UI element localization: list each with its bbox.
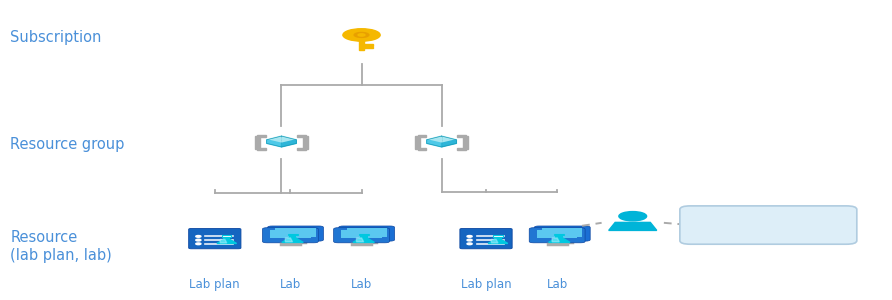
Polygon shape bbox=[267, 136, 296, 143]
Circle shape bbox=[196, 239, 201, 241]
FancyBboxPatch shape bbox=[493, 236, 502, 237]
Text: Lab plan: Lab plan bbox=[460, 278, 511, 291]
Polygon shape bbox=[353, 238, 375, 242]
FancyBboxPatch shape bbox=[680, 206, 857, 244]
FancyBboxPatch shape bbox=[270, 230, 310, 238]
Polygon shape bbox=[217, 239, 236, 244]
FancyArrow shape bbox=[415, 136, 420, 149]
FancyArrow shape bbox=[417, 148, 425, 150]
Polygon shape bbox=[282, 140, 296, 147]
FancyArrow shape bbox=[458, 148, 466, 150]
FancyBboxPatch shape bbox=[223, 236, 230, 239]
Text: Resource
(lab plan, lab): Resource (lab plan, lab) bbox=[11, 230, 112, 263]
FancyBboxPatch shape bbox=[494, 236, 501, 239]
Text: Lab: Lab bbox=[280, 278, 301, 291]
Polygon shape bbox=[220, 239, 227, 243]
FancyBboxPatch shape bbox=[529, 228, 585, 243]
Polygon shape bbox=[488, 239, 508, 244]
FancyBboxPatch shape bbox=[287, 234, 298, 235]
FancyBboxPatch shape bbox=[346, 228, 387, 236]
FancyBboxPatch shape bbox=[189, 228, 241, 249]
Circle shape bbox=[196, 236, 201, 237]
Polygon shape bbox=[426, 140, 442, 147]
Circle shape bbox=[358, 34, 365, 36]
Circle shape bbox=[467, 239, 472, 241]
FancyBboxPatch shape bbox=[342, 230, 382, 238]
Circle shape bbox=[196, 243, 201, 245]
Text: Lab plan: Lab plan bbox=[189, 278, 240, 291]
FancyBboxPatch shape bbox=[537, 230, 577, 238]
FancyBboxPatch shape bbox=[542, 228, 582, 236]
Polygon shape bbox=[343, 30, 380, 41]
FancyBboxPatch shape bbox=[276, 228, 316, 236]
FancyBboxPatch shape bbox=[359, 234, 368, 235]
FancyArrow shape bbox=[365, 44, 373, 46]
Circle shape bbox=[619, 212, 647, 221]
Text: Lab Contributor: Lab Contributor bbox=[720, 218, 817, 232]
Polygon shape bbox=[267, 140, 282, 147]
Text: Resource group: Resource group bbox=[11, 136, 125, 152]
FancyArrow shape bbox=[297, 135, 306, 137]
FancyBboxPatch shape bbox=[262, 228, 318, 243]
Polygon shape bbox=[491, 239, 498, 243]
Circle shape bbox=[467, 236, 472, 237]
FancyBboxPatch shape bbox=[334, 228, 390, 243]
FancyArrow shape bbox=[297, 148, 306, 150]
Text: Subscription: Subscription bbox=[11, 30, 102, 45]
FancyArrow shape bbox=[255, 136, 260, 149]
Polygon shape bbox=[426, 136, 457, 143]
FancyBboxPatch shape bbox=[222, 236, 231, 237]
Polygon shape bbox=[282, 238, 303, 242]
Circle shape bbox=[467, 243, 472, 245]
FancyBboxPatch shape bbox=[288, 234, 296, 238]
Polygon shape bbox=[442, 140, 457, 147]
FancyArrow shape bbox=[258, 135, 266, 137]
Polygon shape bbox=[285, 238, 293, 242]
Circle shape bbox=[354, 32, 369, 38]
FancyBboxPatch shape bbox=[359, 234, 368, 238]
Text: Lab: Lab bbox=[547, 278, 568, 291]
FancyArrow shape bbox=[417, 135, 425, 137]
FancyArrow shape bbox=[258, 148, 266, 150]
Circle shape bbox=[343, 29, 380, 41]
Text: Lab: Lab bbox=[351, 278, 372, 291]
FancyArrow shape bbox=[463, 136, 468, 149]
FancyBboxPatch shape bbox=[268, 226, 324, 241]
FancyArrow shape bbox=[365, 47, 373, 48]
FancyArrow shape bbox=[302, 136, 309, 149]
FancyBboxPatch shape bbox=[556, 234, 563, 238]
Polygon shape bbox=[552, 238, 559, 242]
FancyArrow shape bbox=[458, 135, 466, 137]
FancyArrow shape bbox=[359, 40, 365, 50]
FancyBboxPatch shape bbox=[534, 226, 591, 241]
FancyBboxPatch shape bbox=[460, 228, 512, 249]
Polygon shape bbox=[549, 238, 570, 242]
Polygon shape bbox=[357, 238, 364, 242]
FancyBboxPatch shape bbox=[339, 226, 394, 241]
Polygon shape bbox=[608, 222, 657, 230]
FancyBboxPatch shape bbox=[554, 234, 565, 235]
